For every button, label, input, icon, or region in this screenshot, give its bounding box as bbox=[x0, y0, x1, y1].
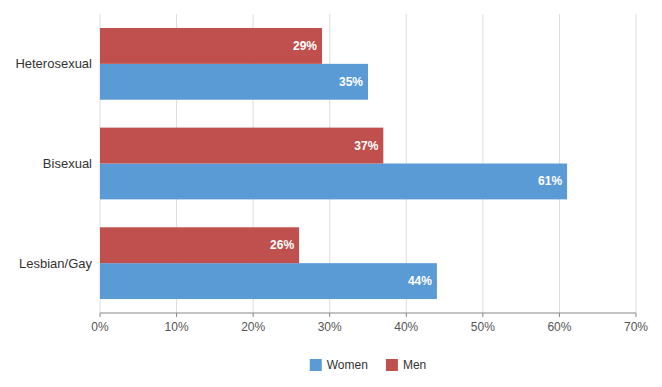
bar bbox=[100, 128, 383, 164]
data-label: 35% bbox=[339, 75, 363, 89]
legend-swatch bbox=[386, 359, 398, 371]
bar bbox=[100, 263, 437, 299]
category-label: Lesbian/Gay bbox=[19, 256, 92, 271]
tick-label: 20% bbox=[241, 320, 265, 334]
bar bbox=[100, 28, 322, 64]
tick-mark bbox=[176, 313, 177, 317]
data-label: 61% bbox=[538, 174, 562, 188]
tick-label: 50% bbox=[471, 320, 495, 334]
legend: Women Men bbox=[310, 358, 426, 372]
legend-swatch bbox=[310, 359, 322, 371]
tick-label: 0% bbox=[91, 320, 109, 334]
page: {"chart_data": {"type": "bar", "orientat… bbox=[0, 0, 662, 387]
tick-mark bbox=[253, 313, 254, 317]
bar bbox=[100, 227, 299, 263]
tick-mark bbox=[636, 313, 637, 317]
chart: 35% 29% 61% 37% 44% 26% 0% 10% 20% 30% 40% 50% 60% 70… bbox=[0, 0, 662, 387]
y-axis: Heterosexual Bisexual Lesbian/Gay bbox=[15, 56, 92, 270]
x-axis-line bbox=[100, 313, 636, 314]
bar bbox=[100, 64, 368, 100]
data-label: 44% bbox=[408, 274, 432, 288]
category-label: Heterosexual bbox=[15, 56, 92, 71]
category-label: Bisexual bbox=[43, 156, 92, 171]
tick-mark bbox=[329, 313, 330, 317]
tick-label: 60% bbox=[547, 320, 571, 334]
bar bbox=[100, 164, 567, 200]
bars bbox=[100, 28, 567, 299]
tick-mark bbox=[482, 313, 483, 317]
tick-mark bbox=[100, 313, 101, 317]
tick-mark bbox=[559, 313, 560, 317]
legend-label: Women bbox=[327, 358, 368, 372]
tick-label: 40% bbox=[394, 320, 418, 334]
tick-mark bbox=[406, 313, 407, 317]
tick-label: 10% bbox=[165, 320, 189, 334]
grid-line bbox=[636, 14, 637, 313]
data-label: 29% bbox=[293, 39, 317, 53]
tick-label: 70% bbox=[624, 320, 648, 334]
grid bbox=[100, 14, 636, 313]
x-axis: 0% 10% 20% 30% 40% 50% 60% 70% bbox=[91, 313, 648, 334]
data-labels: 35% 29% 61% 37% 44% 26% bbox=[270, 39, 562, 288]
data-label: 37% bbox=[354, 139, 378, 153]
tick-label: 30% bbox=[318, 320, 342, 334]
legend-label: Men bbox=[403, 358, 426, 372]
data-label: 26% bbox=[270, 238, 294, 252]
